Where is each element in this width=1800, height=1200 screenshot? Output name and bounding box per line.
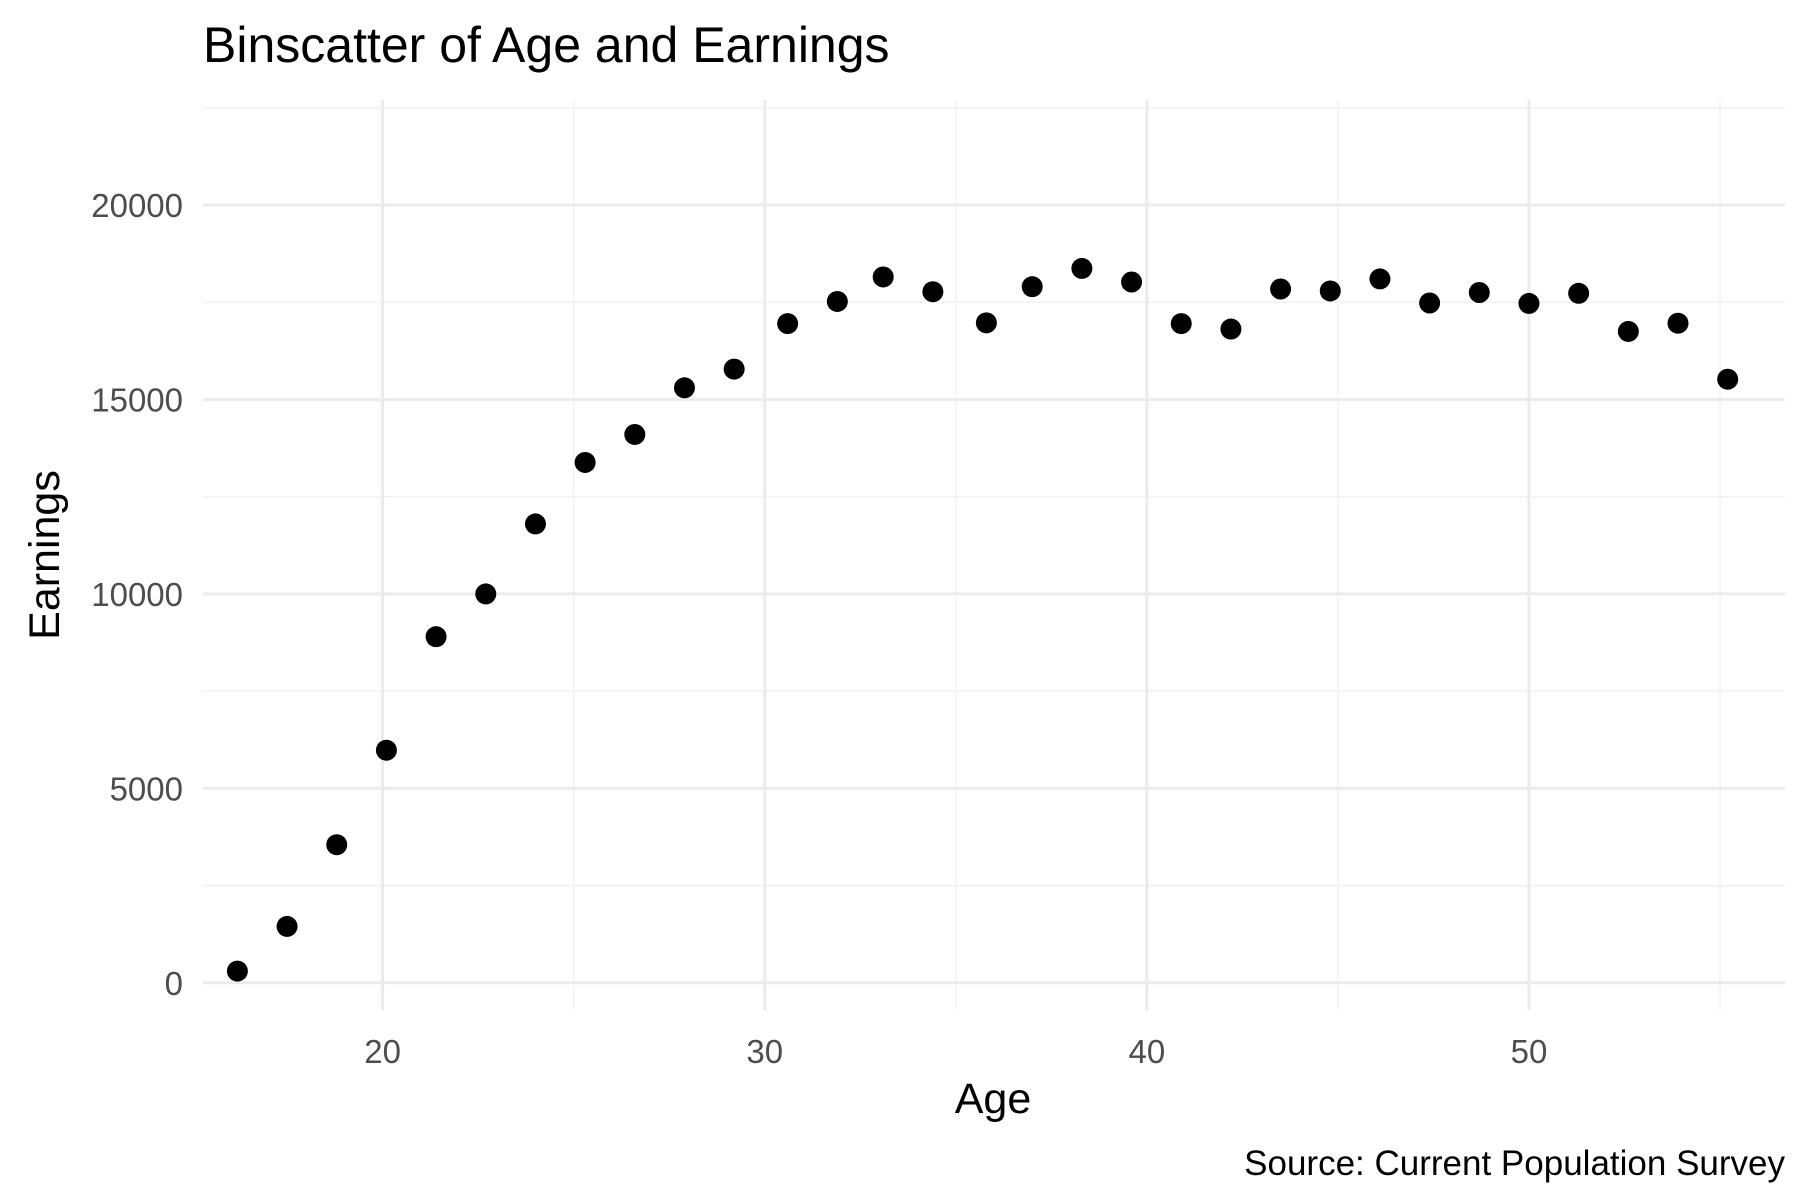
data-point xyxy=(524,513,546,535)
data-point xyxy=(1121,271,1143,293)
data-point xyxy=(1071,257,1093,279)
y-tick-label: 0 xyxy=(165,965,183,1002)
y-tick-label: 5000 xyxy=(110,770,183,807)
data-point xyxy=(673,377,695,399)
source-caption: Source: Current Population Survey xyxy=(1244,1144,1785,1183)
data-point xyxy=(1568,282,1590,304)
data-point xyxy=(326,834,348,856)
data-point xyxy=(1220,318,1242,340)
data-point xyxy=(1419,292,1441,314)
data-point xyxy=(624,423,646,445)
data-point xyxy=(1717,368,1739,390)
data-point xyxy=(1667,312,1689,334)
x-tick-label: 50 xyxy=(1511,1033,1548,1070)
data-point xyxy=(1518,292,1540,314)
data-point xyxy=(826,290,848,312)
y-tick-label: 15000 xyxy=(91,381,183,418)
x-tick-label: 40 xyxy=(1128,1033,1165,1070)
minor-gridlines xyxy=(203,100,1785,1010)
data-point xyxy=(777,313,799,335)
x-axis-title: Age xyxy=(955,1075,1032,1123)
data-point xyxy=(1270,278,1292,300)
data-point xyxy=(1319,280,1341,302)
y-tick-label: 20000 xyxy=(91,187,183,224)
data-point xyxy=(872,266,894,288)
data-point xyxy=(1369,268,1391,290)
y-tick-label: 10000 xyxy=(91,576,183,613)
x-tick-label: 20 xyxy=(364,1033,401,1070)
chart-title: Binscatter of Age and Earnings xyxy=(203,17,890,73)
x-tick-label: 30 xyxy=(746,1033,783,1070)
data-point xyxy=(1468,282,1490,303)
data-point xyxy=(574,451,596,473)
major-gridlines xyxy=(203,100,1785,1010)
data-point xyxy=(975,312,997,334)
data-point xyxy=(723,358,745,380)
data-points xyxy=(226,257,1739,982)
data-point xyxy=(226,960,248,982)
data-point xyxy=(276,915,298,937)
data-point xyxy=(375,739,397,761)
data-point xyxy=(1170,313,1192,335)
data-point xyxy=(425,626,447,648)
data-point xyxy=(1617,320,1639,342)
data-point xyxy=(475,583,497,605)
data-point xyxy=(922,281,944,303)
data-point xyxy=(1021,276,1043,298)
y-axis-title: Earnings xyxy=(21,470,69,640)
x-axis-tick-labels: 20 30 40 50 xyxy=(364,1033,1547,1070)
y-axis-tick-labels: 0 5000 10000 15000 20000 xyxy=(91,187,183,1002)
